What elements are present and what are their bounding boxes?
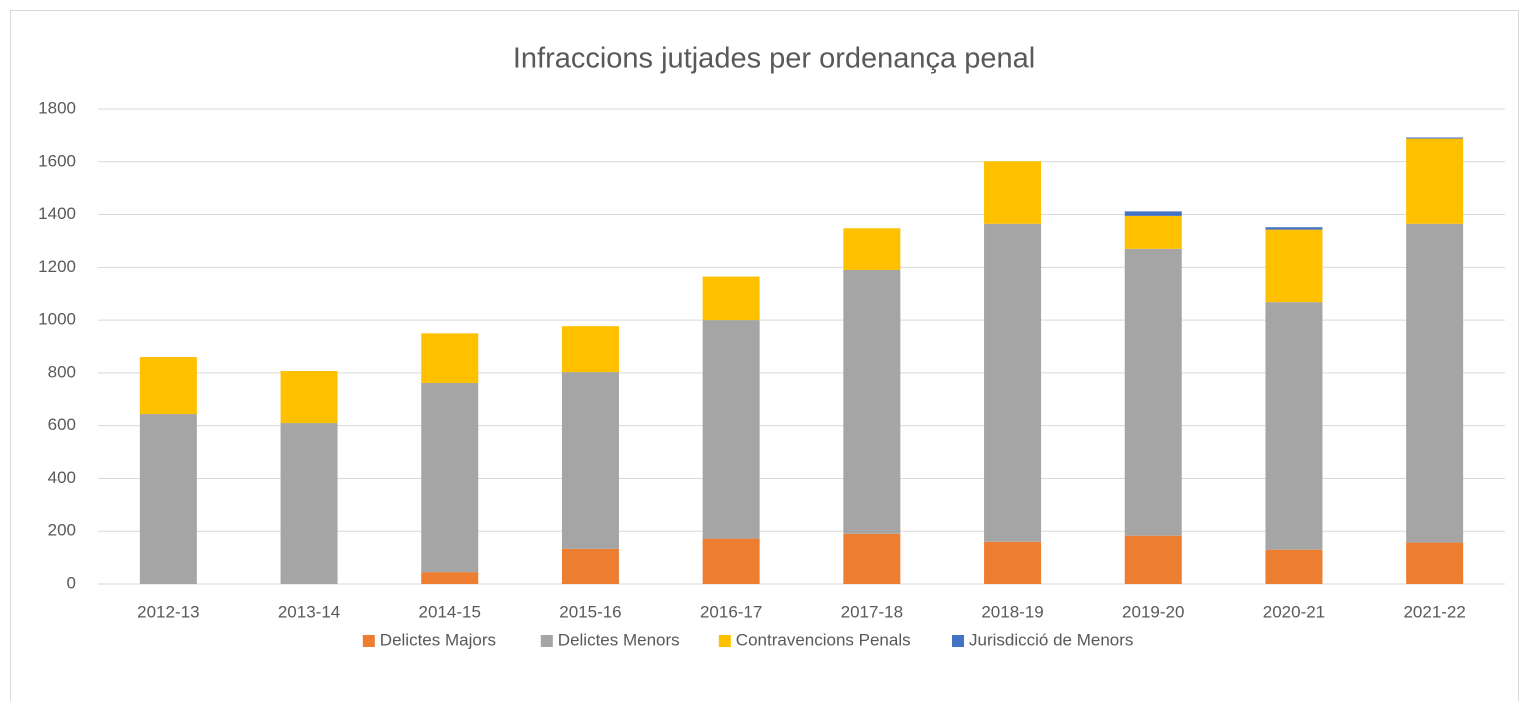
- bar-segment: [421, 382, 479, 573]
- y-tick-label: 0: [67, 573, 76, 592]
- bar-segment: [139, 357, 197, 415]
- bar-segment: [421, 333, 479, 383]
- y-tick-label: 1000: [38, 310, 76, 329]
- y-tick-label: 1400: [38, 204, 76, 223]
- y-tick-label: 1800: [38, 98, 76, 117]
- bar-segment: [1265, 229, 1323, 303]
- bar-segment: [1124, 211, 1182, 216]
- bar-segment: [1265, 549, 1323, 584]
- y-tick-label: 1200: [38, 257, 76, 276]
- x-tick-label: 2019-20: [1122, 602, 1184, 621]
- legend-swatch: [718, 635, 731, 647]
- bar-segment: [702, 320, 760, 539]
- legend-swatch: [540, 635, 553, 647]
- x-tick-label: 2020-21: [1263, 602, 1325, 621]
- bar-segment: [1406, 223, 1464, 543]
- bar-segment: [1265, 302, 1323, 550]
- bar-segment: [561, 372, 619, 549]
- bar-segment: [984, 223, 1042, 542]
- y-tick-label: 1600: [38, 151, 76, 170]
- bar-segment: [280, 371, 338, 424]
- bar-segment: [1124, 535, 1182, 584]
- bar-segment: [1124, 215, 1182, 249]
- legend-label: Contravencions Penals: [736, 630, 911, 649]
- bar-segment: [1265, 227, 1323, 230]
- chart-title: Infraccions jutjades per ordenança penal: [513, 43, 1035, 75]
- bar-segment: [280, 423, 338, 584]
- bar-segment: [139, 414, 197, 584]
- bar-segment: [421, 572, 479, 584]
- bar-segment: [561, 326, 619, 373]
- bar-segment: [843, 269, 901, 534]
- bar-segment: [1406, 137, 1464, 139]
- x-tick-label: 2021-22: [1403, 602, 1465, 621]
- legend-label: Delictes Majors: [380, 630, 496, 649]
- x-tick-label: 2013-14: [278, 602, 340, 621]
- bar-segment: [561, 548, 619, 584]
- bar-segment: [1124, 248, 1182, 536]
- legend-label: Jurisdicció de Menors: [969, 630, 1133, 649]
- y-tick-label: 400: [48, 468, 76, 487]
- y-tick-label: 600: [48, 415, 76, 434]
- x-tick-label: 2012-13: [137, 602, 199, 621]
- bar-segment: [702, 276, 760, 321]
- bar-segment: [984, 161, 1042, 224]
- x-tick-label: 2015-16: [559, 602, 621, 621]
- y-tick-label: 200: [48, 521, 76, 540]
- bar-segment: [1406, 542, 1464, 584]
- bar-segment: [843, 228, 901, 270]
- bar-segment: [984, 541, 1042, 584]
- bar-segment: [843, 533, 901, 584]
- y-tick-label: 800: [48, 362, 76, 381]
- x-tick-label: 2014-15: [419, 602, 481, 621]
- bar-segment: [1406, 138, 1464, 224]
- bar-segment: [702, 538, 760, 584]
- legend-swatch: [952, 635, 964, 647]
- x-tick-label: 2018-19: [981, 602, 1043, 621]
- legend-label: Delictes Menors: [558, 630, 680, 649]
- x-tick-label: 2017-18: [841, 602, 903, 621]
- x-tick-label: 2016-17: [700, 602, 762, 621]
- legend-swatch: [362, 635, 375, 647]
